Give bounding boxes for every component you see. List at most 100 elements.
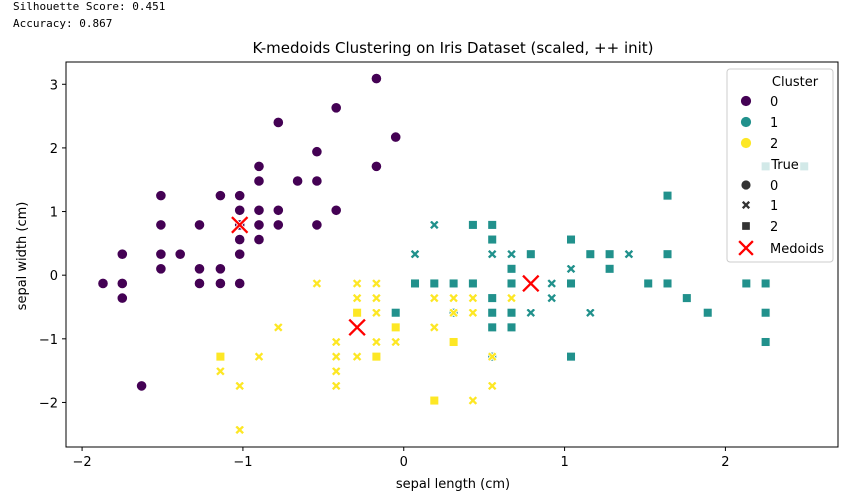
data-point-x: [486, 351, 498, 362]
data-point-circle: [97, 277, 109, 290]
x-axis-label: sepal length (cm): [396, 477, 510, 492]
data-point-circle: [272, 204, 284, 216]
data-point-x: [467, 307, 479, 319]
data-point-x: [486, 380, 498, 392]
x-tick-label: 1: [560, 455, 568, 470]
data-point-x: [215, 365, 226, 377]
chart-title: K-medoids Clustering on Iris Dataset (sc…: [252, 39, 653, 57]
medoid-marker: [347, 317, 367, 338]
data-point-circle: [291, 175, 304, 187]
data-point-x: [371, 336, 382, 348]
data-point-square: [760, 307, 771, 318]
data-point-square: [468, 220, 478, 230]
data-point-square: [468, 278, 478, 289]
data-point-x: [506, 292, 517, 304]
y-tick-label: 1: [50, 206, 58, 221]
data-point-x: [448, 307, 459, 319]
data-point-circle: [116, 248, 128, 260]
legend-true-label: 0: [770, 179, 778, 194]
data-point-square: [604, 249, 615, 260]
y-tick-label: 0: [50, 269, 58, 284]
accuracy-text: Accuracy: 0.867: [13, 17, 113, 30]
data-point-x: [546, 292, 558, 304]
data-point-x: [486, 248, 498, 260]
data-point-square: [390, 322, 401, 333]
data-point-square: [390, 307, 401, 318]
legend-cluster-marker: [740, 116, 752, 128]
data-point-circle: [390, 131, 402, 143]
data-point-circle: [253, 219, 265, 231]
data-point-circle: [193, 277, 206, 290]
data-point-square: [448, 337, 459, 347]
legend-cluster-marker: [740, 95, 752, 107]
data-point-square: [506, 278, 517, 289]
data-point-x: [546, 278, 558, 289]
x-tick-label: −1: [233, 455, 252, 470]
data-point-circle: [116, 277, 128, 290]
data-point-circle: [370, 72, 383, 85]
data-point-circle: [174, 248, 186, 260]
data-point-x: [390, 336, 402, 348]
data-point-circle: [330, 102, 342, 114]
data-point-circle: [311, 146, 323, 158]
legend-true-label: 2: [770, 220, 778, 235]
legend-medoid-label: Medoids: [770, 242, 824, 257]
data-point-x: [351, 351, 363, 362]
legend-box: [726, 68, 834, 263]
data-point-x: [448, 292, 459, 304]
data-point-x: [330, 380, 342, 392]
data-point-circle: [214, 277, 226, 290]
data-point-x: [565, 263, 577, 275]
y-axis-label: sepal width (cm): [15, 202, 30, 311]
data-point-x: [351, 292, 363, 304]
legend-true-marker: [740, 179, 752, 191]
data-point-square: [662, 190, 673, 201]
data-point-circle: [253, 204, 265, 216]
legend-true-title: True: [770, 158, 799, 173]
legend-true-marker: [741, 221, 751, 231]
data-point-x: [311, 278, 323, 289]
data-point-square: [662, 278, 673, 289]
data-point-x: [506, 248, 517, 260]
data-point-circle: [135, 380, 148, 392]
data-point-circle: [193, 219, 206, 231]
data-point-square: [371, 351, 382, 362]
data-point-x: [351, 278, 363, 289]
data-point-x: [371, 307, 382, 319]
data-point-x: [371, 278, 382, 289]
y-tick-label: 3: [50, 78, 58, 93]
x-tick-label: −2: [72, 455, 91, 470]
legend-cluster-label: 0: [770, 95, 778, 110]
data-point-square: [566, 351, 576, 362]
legend-medoid-marker: [737, 239, 755, 257]
data-point-circle: [214, 263, 226, 275]
data-point-square: [448, 278, 459, 289]
data-point-circle: [330, 204, 342, 216]
data-point-circle: [155, 219, 167, 231]
medoid-markers: [229, 215, 541, 338]
data-point-square: [506, 307, 517, 318]
data-point-x: [525, 307, 537, 319]
data-point-x: [467, 395, 479, 406]
data-point-square: [604, 263, 615, 274]
data-point-square: [487, 293, 498, 303]
data-point-square: [681, 293, 692, 303]
legend-true-marker: [740, 199, 752, 211]
data-point-square: [410, 278, 420, 289]
data-point-x: [330, 336, 342, 348]
data-point-square: [760, 278, 771, 289]
data-point-circle: [253, 233, 265, 246]
data-point-square: [525, 249, 536, 260]
legend-true-label: 1: [770, 199, 778, 214]
legend-cluster-title: Cluster: [772, 75, 819, 90]
data-point-x: [330, 351, 342, 362]
data-point-square: [506, 322, 517, 333]
x-tick-label: 0: [400, 455, 408, 470]
y-tick-label: −1: [39, 333, 58, 348]
data-point-square: [429, 395, 440, 406]
data-point-square: [487, 220, 498, 230]
silhouette-score-text: Silhouette Score: 0.451: [13, 0, 166, 13]
data-point-circle: [311, 219, 323, 231]
data-point-circle: [253, 175, 265, 187]
data-point-square: [741, 278, 752, 289]
